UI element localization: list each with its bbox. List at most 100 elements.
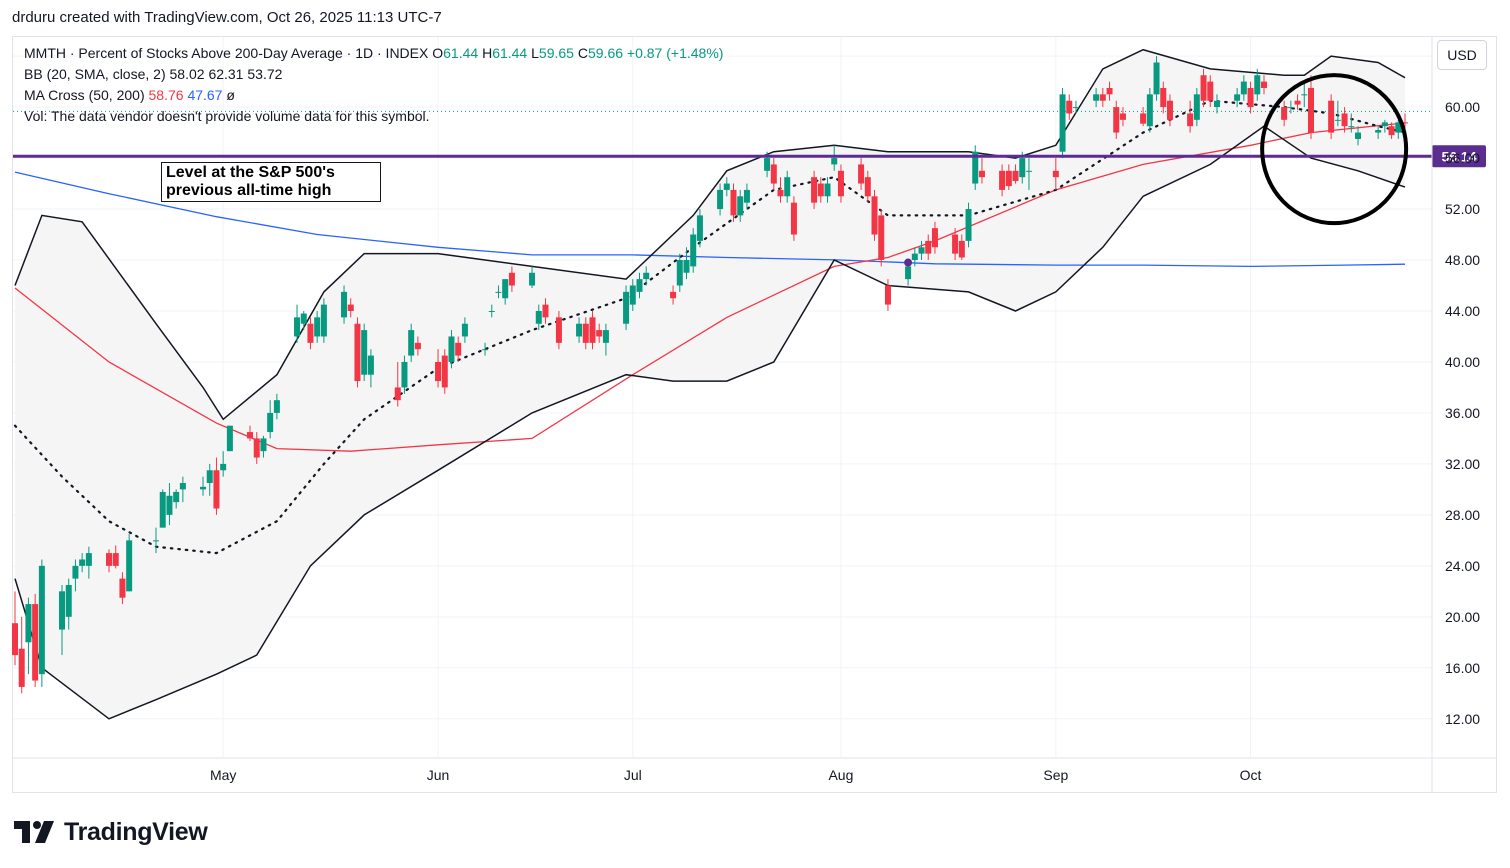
candle xyxy=(247,425,254,441)
candle-body xyxy=(495,291,502,293)
candle-body xyxy=(354,323,361,382)
candle-body xyxy=(978,170,985,178)
legend-bb-row[interactable]: BB (20, SMA, close, 2) 58.02 62.31 53.72 xyxy=(24,66,282,82)
candle-body xyxy=(817,183,824,197)
currency-button[interactable]: USD xyxy=(1437,40,1487,70)
candle xyxy=(1160,81,1167,114)
candle xyxy=(1240,75,1247,101)
candle xyxy=(576,317,583,343)
y-tick-label: 24.00 xyxy=(1445,558,1480,574)
ma200-line xyxy=(14,171,1406,268)
candle xyxy=(1166,94,1173,127)
candle-body xyxy=(596,330,603,337)
annotation-line-1: Level at the S&P 500's xyxy=(166,164,335,181)
candle-body xyxy=(441,355,448,388)
candle-body xyxy=(1106,87,1113,95)
candle-body xyxy=(958,240,965,258)
candle xyxy=(1005,164,1012,190)
candle-body xyxy=(1059,94,1066,152)
candle-body xyxy=(1260,81,1267,88)
candle-body xyxy=(253,438,260,458)
candle xyxy=(394,361,401,407)
candle-body xyxy=(770,164,777,184)
candle xyxy=(542,298,549,324)
candle xyxy=(1093,87,1100,108)
candle-body xyxy=(696,215,703,241)
header-credit: drduru created with TradingView.com, Oct… xyxy=(12,9,442,26)
candle-body xyxy=(119,578,126,598)
candle xyxy=(1254,68,1261,101)
candle xyxy=(314,310,321,343)
candle xyxy=(1341,107,1348,133)
candle xyxy=(106,549,113,573)
candle-body xyxy=(482,349,489,351)
candle xyxy=(643,266,650,286)
candle-body xyxy=(1153,62,1160,95)
candle xyxy=(72,559,79,592)
y-tick-label: 16.00 xyxy=(1445,660,1480,676)
candle xyxy=(978,158,985,184)
candle xyxy=(696,209,703,248)
candle xyxy=(952,228,959,261)
candle-body xyxy=(1348,126,1355,128)
candle xyxy=(1200,68,1207,108)
candle xyxy=(1247,81,1254,114)
candle xyxy=(461,317,468,343)
candle-body xyxy=(878,215,885,261)
legend-ma-row[interactable]: MA Cross (50, 200) 58.76 47.67 ø xyxy=(24,87,235,103)
candle xyxy=(153,527,160,554)
candle xyxy=(482,342,489,356)
candle xyxy=(32,593,39,687)
candle-body xyxy=(589,317,596,343)
y-tick-label: 44.00 xyxy=(1445,303,1480,319)
candle xyxy=(12,591,18,666)
candle xyxy=(455,336,462,362)
candle xyxy=(300,310,307,331)
candle xyxy=(1281,100,1288,127)
candle-body xyxy=(159,491,166,528)
candle-body xyxy=(1240,81,1247,95)
candle xyxy=(670,285,677,305)
candle-body xyxy=(488,310,495,312)
candle xyxy=(589,310,596,350)
candle-body xyxy=(1207,81,1214,101)
level-price-tag xyxy=(1432,145,1486,168)
annotation-line-2: previous all-time high xyxy=(166,182,332,199)
candle xyxy=(253,432,260,464)
candle-body xyxy=(72,565,79,579)
candle-body xyxy=(683,260,690,273)
candle-body xyxy=(535,310,542,324)
candle-body xyxy=(25,604,32,643)
candle xyxy=(367,349,374,388)
candle-body xyxy=(918,247,925,254)
candle xyxy=(1260,75,1267,95)
legend-symbol-row: MMTH · Percent of Stocks Above 200-Day A… xyxy=(24,45,723,61)
chart-frame[interactable] xyxy=(12,36,1497,793)
candle-body xyxy=(764,158,771,171)
candle xyxy=(717,183,724,216)
candle xyxy=(911,247,918,267)
candle xyxy=(1187,100,1194,133)
candle-body xyxy=(85,553,92,566)
candle xyxy=(1119,107,1126,127)
candle-body xyxy=(226,425,233,452)
candle-body xyxy=(367,355,374,375)
candle-body xyxy=(905,266,912,280)
candle xyxy=(354,317,361,388)
candle xyxy=(931,221,938,254)
legend-vol-row: Vol: The data vendor doesn't provide vol… xyxy=(24,108,430,124)
legend-ma200: 47.67 xyxy=(187,87,223,103)
candle-body xyxy=(267,412,274,433)
legend-low: 59.65 xyxy=(538,45,574,61)
candle xyxy=(596,323,603,343)
candle xyxy=(85,546,92,579)
candle xyxy=(307,317,314,350)
legend-vol-note: Vol: The data vendor doesn't provide vol… xyxy=(24,108,430,124)
candle xyxy=(1059,87,1066,159)
candle xyxy=(1012,164,1019,184)
tradingview-logo[interactable]: TradingView xyxy=(14,815,208,849)
candle xyxy=(743,183,750,210)
y-tick-label: 60.00 xyxy=(1445,99,1480,115)
candle-body xyxy=(455,342,462,356)
